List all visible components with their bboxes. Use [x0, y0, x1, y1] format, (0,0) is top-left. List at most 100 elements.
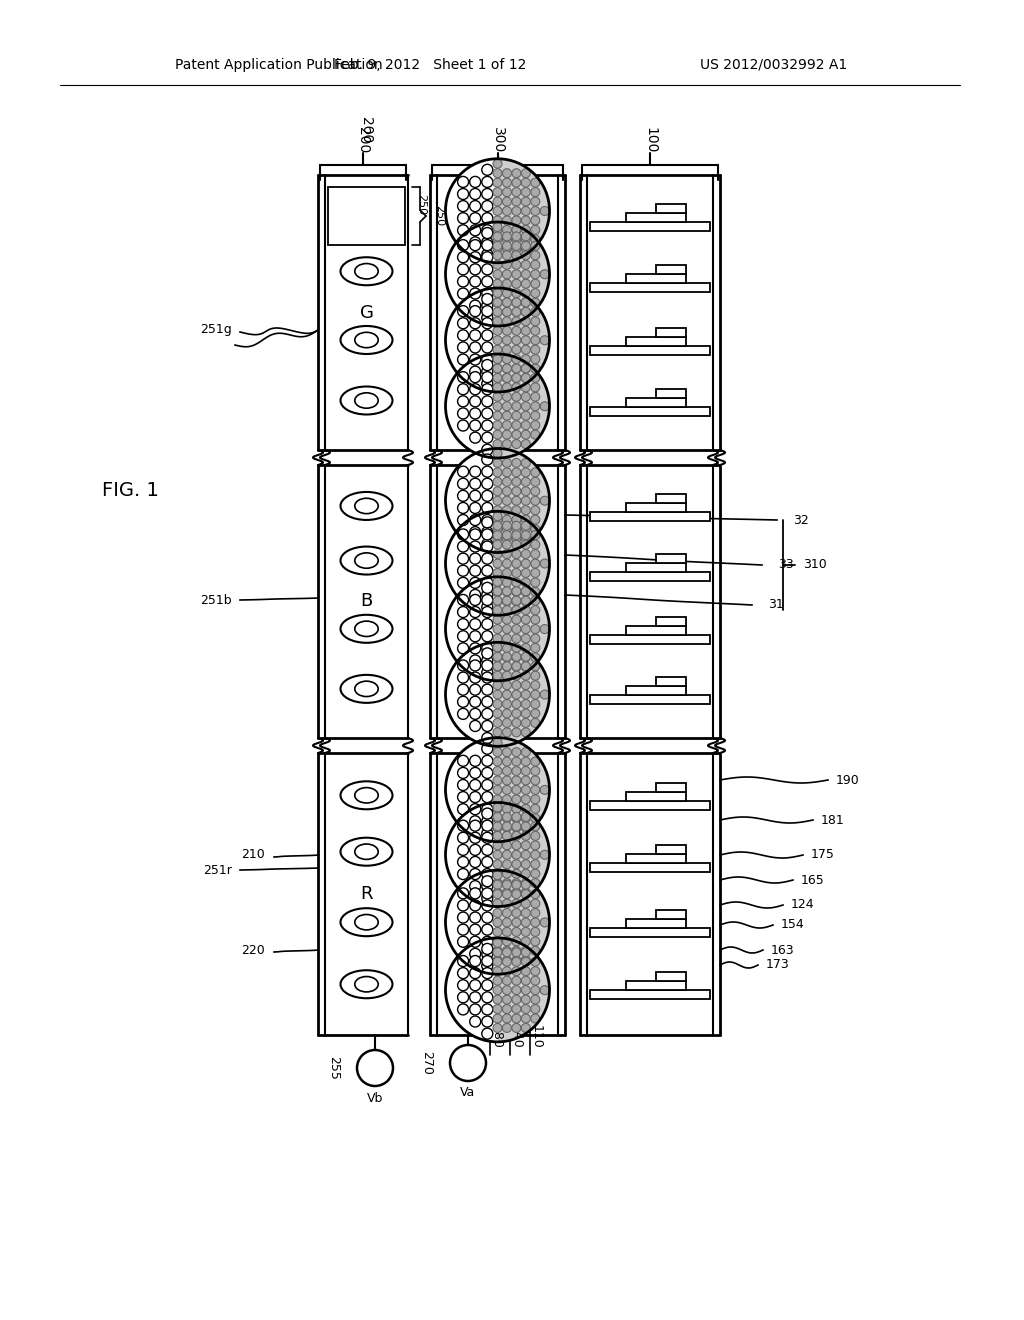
- Bar: [626, 397, 686, 407]
- Circle shape: [482, 213, 493, 223]
- Circle shape: [530, 578, 540, 587]
- Circle shape: [482, 594, 493, 606]
- Wedge shape: [445, 222, 498, 326]
- Circle shape: [482, 845, 493, 855]
- Circle shape: [482, 1016, 493, 1027]
- Wedge shape: [498, 354, 550, 458]
- Circle shape: [503, 966, 511, 975]
- Text: 32: 32: [793, 513, 809, 527]
- Circle shape: [503, 216, 511, 224]
- Circle shape: [470, 466, 480, 477]
- Circle shape: [482, 948, 493, 960]
- Circle shape: [521, 578, 530, 587]
- Circle shape: [503, 515, 511, 524]
- Circle shape: [521, 317, 530, 326]
- Circle shape: [493, 169, 502, 178]
- Circle shape: [482, 189, 493, 199]
- Circle shape: [458, 318, 469, 329]
- Circle shape: [493, 700, 502, 709]
- Ellipse shape: [341, 387, 392, 414]
- Circle shape: [512, 216, 521, 224]
- Circle shape: [512, 478, 521, 486]
- Circle shape: [512, 374, 521, 383]
- Circle shape: [521, 937, 530, 946]
- Circle shape: [503, 606, 511, 615]
- Circle shape: [493, 206, 502, 215]
- Circle shape: [521, 289, 530, 297]
- Circle shape: [493, 776, 502, 785]
- Circle shape: [482, 743, 493, 754]
- Circle shape: [512, 681, 521, 689]
- Circle shape: [482, 721, 493, 731]
- Text: 250: 250: [416, 194, 426, 215]
- Ellipse shape: [354, 393, 378, 408]
- Circle shape: [503, 308, 511, 317]
- Circle shape: [458, 991, 469, 1003]
- Circle shape: [512, 747, 521, 756]
- Circle shape: [493, 850, 502, 859]
- Circle shape: [493, 298, 502, 308]
- Circle shape: [493, 841, 502, 850]
- Circle shape: [530, 700, 540, 709]
- Ellipse shape: [341, 675, 392, 702]
- Circle shape: [458, 631, 469, 642]
- Circle shape: [521, 727, 530, 737]
- Circle shape: [512, 661, 521, 671]
- Circle shape: [503, 767, 511, 776]
- Circle shape: [482, 527, 493, 537]
- Ellipse shape: [341, 908, 392, 936]
- Circle shape: [493, 671, 502, 680]
- Wedge shape: [445, 158, 498, 263]
- Circle shape: [493, 521, 502, 531]
- Circle shape: [541, 690, 549, 700]
- Circle shape: [541, 496, 549, 506]
- Circle shape: [530, 804, 540, 813]
- Circle shape: [521, 718, 530, 727]
- Circle shape: [470, 396, 480, 407]
- Circle shape: [530, 269, 540, 279]
- Circle shape: [512, 401, 521, 411]
- Circle shape: [521, 515, 530, 524]
- Circle shape: [530, 937, 540, 946]
- Circle shape: [493, 653, 502, 661]
- Wedge shape: [498, 449, 550, 553]
- Circle shape: [503, 859, 511, 869]
- Circle shape: [521, 364, 530, 374]
- Circle shape: [530, 430, 540, 440]
- Circle shape: [521, 899, 530, 908]
- Circle shape: [493, 421, 502, 429]
- Circle shape: [482, 696, 493, 708]
- Circle shape: [493, 478, 502, 486]
- Circle shape: [512, 634, 521, 643]
- Circle shape: [530, 615, 540, 624]
- Circle shape: [482, 565, 493, 577]
- Circle shape: [521, 308, 530, 317]
- Circle shape: [493, 412, 502, 420]
- Circle shape: [493, 226, 502, 235]
- Ellipse shape: [354, 553, 378, 568]
- Circle shape: [512, 308, 521, 317]
- Circle shape: [493, 587, 502, 597]
- Circle shape: [521, 242, 530, 251]
- Circle shape: [482, 432, 493, 444]
- Circle shape: [530, 412, 540, 420]
- Circle shape: [493, 449, 502, 458]
- Circle shape: [482, 655, 493, 667]
- Circle shape: [521, 671, 530, 680]
- Ellipse shape: [354, 333, 378, 347]
- Circle shape: [512, 587, 521, 597]
- Circle shape: [503, 235, 511, 244]
- Circle shape: [482, 660, 493, 671]
- Circle shape: [493, 785, 502, 795]
- Text: 210: 210: [242, 849, 265, 862]
- Circle shape: [530, 841, 540, 850]
- Circle shape: [482, 672, 493, 682]
- Circle shape: [512, 587, 521, 595]
- Text: 110: 110: [530, 1026, 543, 1049]
- Circle shape: [470, 201, 480, 211]
- Circle shape: [530, 467, 540, 477]
- Circle shape: [470, 655, 480, 667]
- Circle shape: [503, 663, 511, 672]
- Circle shape: [470, 420, 480, 432]
- Bar: [656, 327, 686, 337]
